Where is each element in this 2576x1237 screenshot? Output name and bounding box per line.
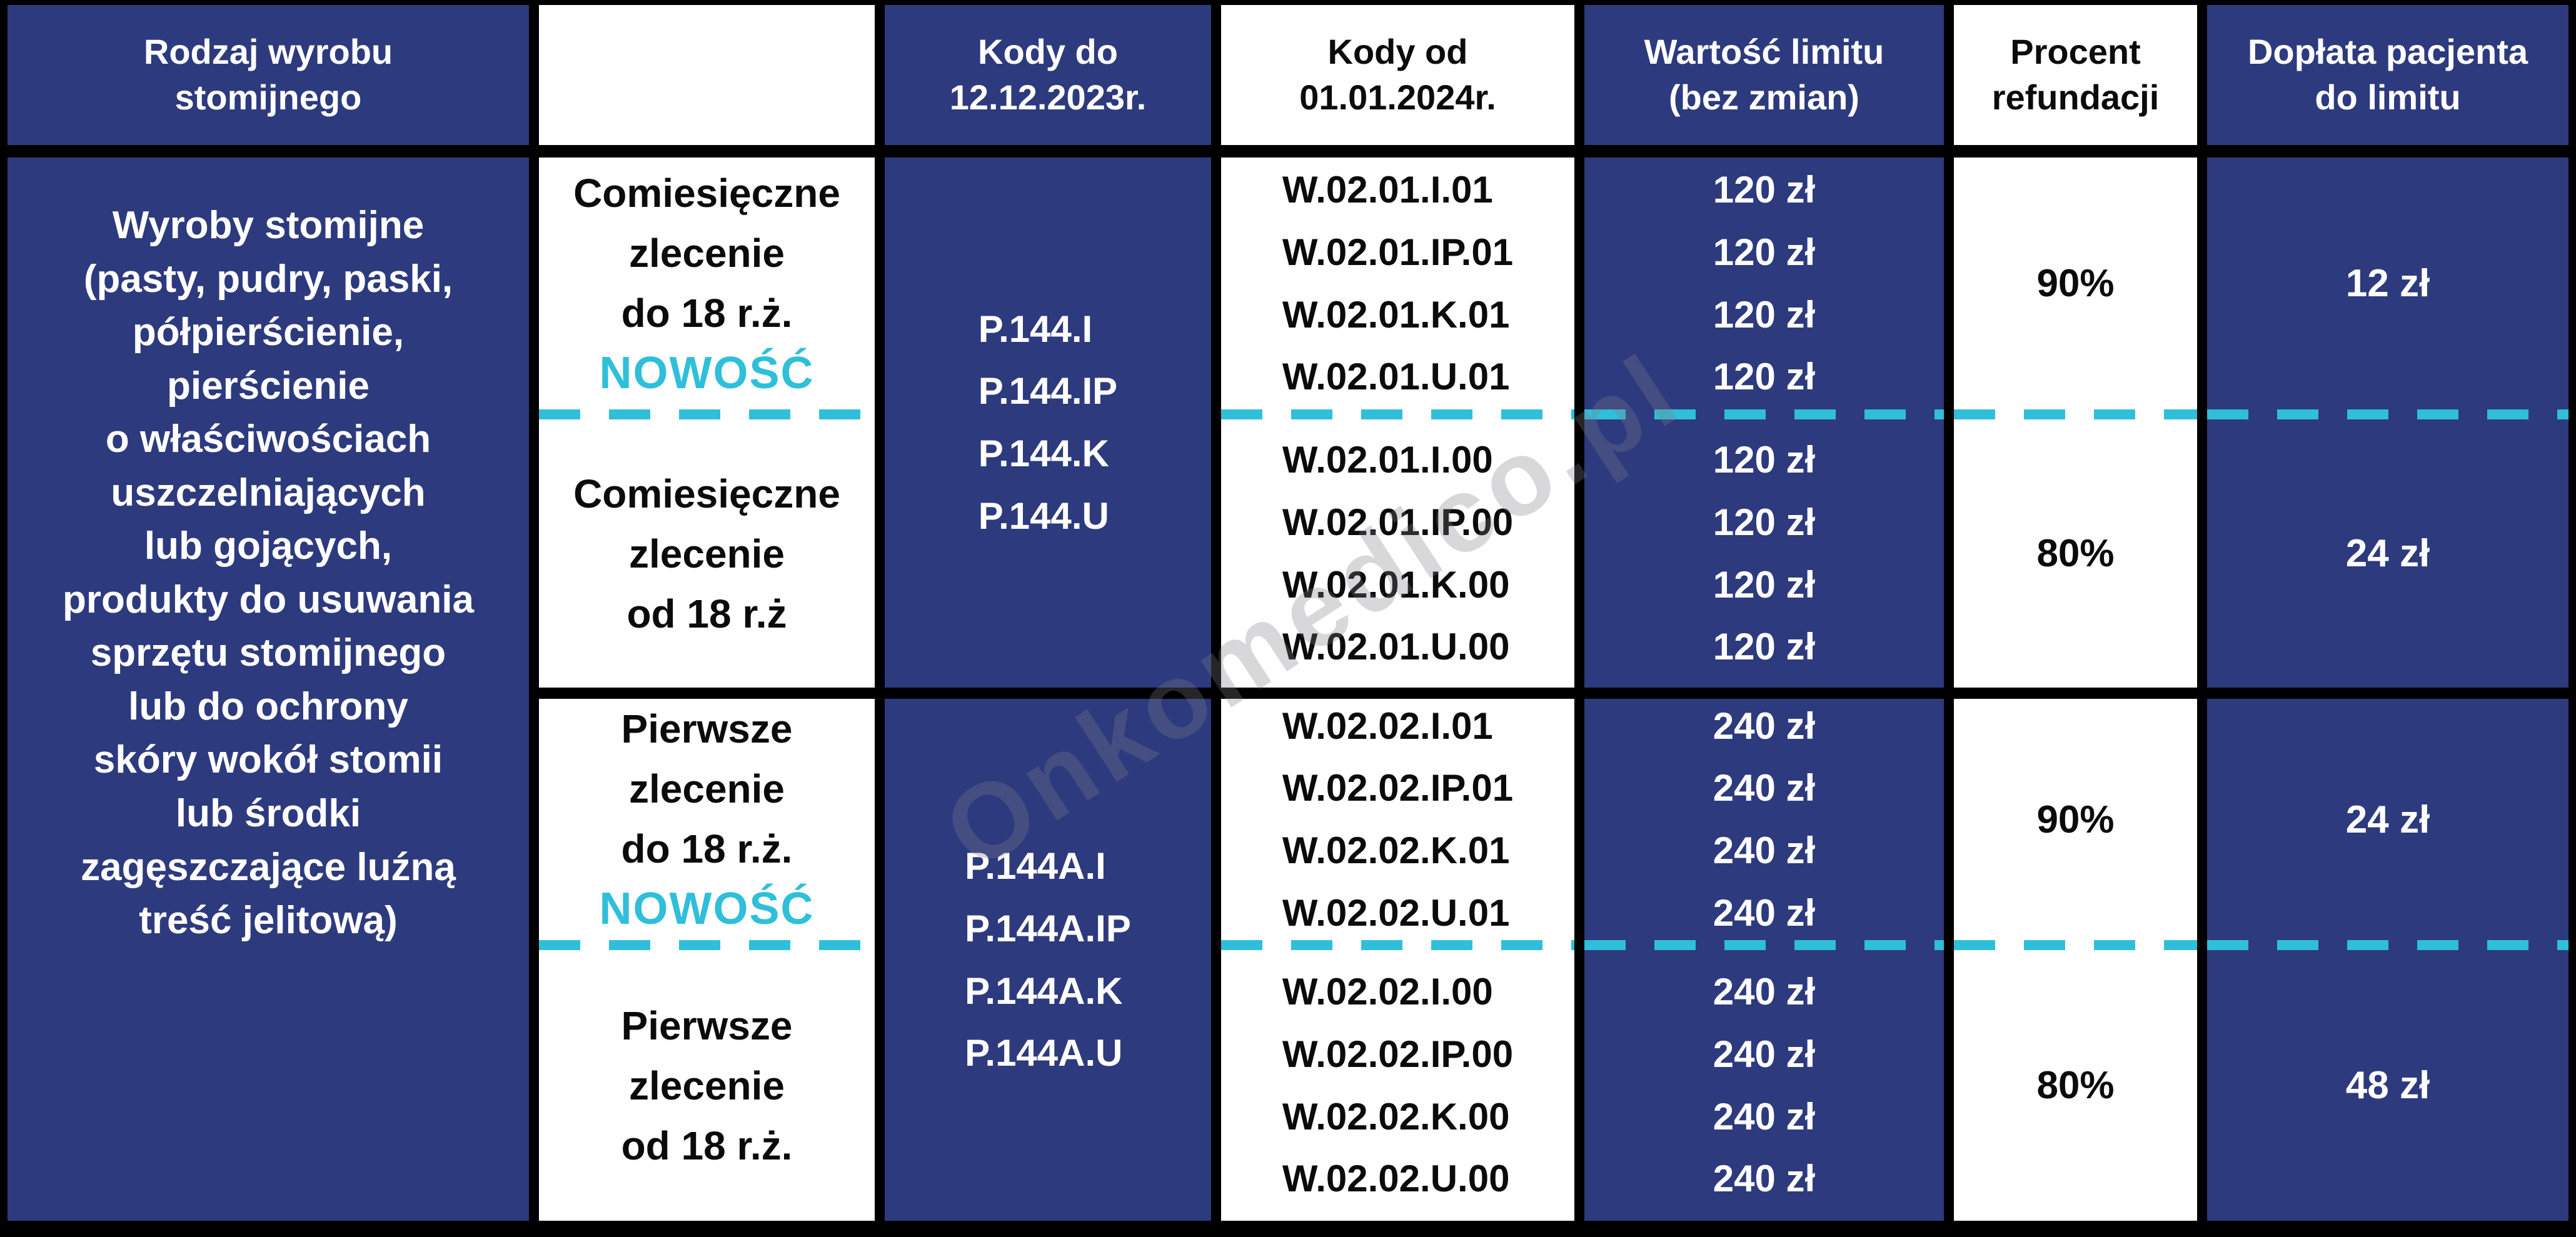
old-code-cell: P.144.I P.144.IP P.144.K P.144.U [885, 158, 1211, 688]
dashed-divider [539, 409, 875, 419]
order-type-column: Comiesięczne zlecenie do 18 r.ż. NOWOŚĆ … [539, 158, 875, 1221]
old-code-list: P.144A.I P.144A.IP P.144A.K P.144A.U [965, 845, 1131, 1074]
new-badge: NOWOŚĆ [599, 884, 815, 934]
old-code-list: P.144.I P.144.IP P.144.K P.144.U [978, 308, 1118, 537]
old-codes-column: P.144.I P.144.IP P.144.K P.144.U P.144A.… [885, 158, 1211, 1221]
group-separator [539, 688, 875, 699]
table-grid: Rodzaj wyrobu stomijnego Kody do 12.12.2… [8, 5, 2568, 1221]
header-order-type-empty [539, 5, 875, 145]
dashed-divider [1221, 409, 1574, 419]
new-codes-column: W.02.01.I.01 W.02.01.IP.01 W.02.01.K.01 … [1221, 158, 1574, 1221]
new-code-cell: W.02.01.I.00 W.02.01.IP.00 W.02.01.K.00 … [1221, 419, 1574, 688]
new-code-list: W.02.01.I.00 W.02.01.IP.00 W.02.01.K.00 … [1282, 439, 1514, 668]
refund-percent-cell: 90% [2036, 262, 2115, 305]
copay-cell: 12 zł [2345, 262, 2430, 305]
new-code-list: W.02.01.I.01 W.02.01.IP.01 W.02.01.K.01 … [1282, 169, 1514, 398]
new-code-cell: W.02.02.I.01 W.02.02.IP.01 W.02.02.K.01 … [1221, 699, 1574, 940]
dashed-divider [1954, 409, 2197, 419]
group-separator [1221, 688, 1574, 699]
limit-column: 120 zł 120 zł 120 zł 120 zł 120 zł 120 z… [1584, 158, 1944, 1221]
dashed-divider [2207, 409, 2568, 419]
header-limit-value: Wartość limitu (bez zmian) [1584, 5, 1944, 145]
refund-percent-column: 90% 80% 90% 80% [1954, 158, 2197, 1221]
new-code-cell: W.02.02.I.00 W.02.02.IP.00 W.02.02.K.00 … [1221, 950, 1574, 1221]
order-type-cell: Comiesięczne zlecenie od 18 r.ż [573, 471, 840, 636]
new-code-list: W.02.02.I.01 W.02.02.IP.01 W.02.02.K.01 … [1282, 704, 1514, 934]
dashed-divider [539, 940, 875, 950]
header-patient-copay: Dopłata pacjenta do limitu [2207, 5, 2568, 145]
limit-value-cell: 120 zł 120 zł 120 zł 120 zł [1713, 439, 1816, 668]
order-type-cell: Pierwsze zlecenie do 18 r.ż. NOWOŚĆ [539, 699, 875, 940]
copay-cell: 48 zł [2345, 1064, 2430, 1107]
copay-column: 12 zł 24 zł 24 zł 48 zł [2207, 158, 2568, 1221]
group-separator [2207, 688, 2568, 699]
product-description-cell: Wyroby stomijne (pasty, pudry, paski, pó… [8, 158, 529, 1221]
order-type-label: Comiesięczne zlecenie do 18 r.ż. [573, 170, 840, 336]
limit-value-cell: 240 zł 240 zł 240 zł 240 zł [1713, 971, 1816, 1200]
order-type-label: Pierwsze zlecenie do 18 r.ż. [621, 706, 793, 872]
group-separator [1954, 688, 2197, 699]
copay-cell: 24 zł [2345, 532, 2430, 575]
new-badge: NOWOŚĆ [599, 348, 815, 398]
refund-percent-cell: 90% [2036, 798, 2115, 841]
old-code-cell: P.144A.I P.144A.IP P.144A.K P.144A.U [885, 699, 1211, 1221]
dashed-divider [1954, 940, 2197, 950]
group-separator [885, 688, 1211, 699]
limit-value-cell: 120 zł 120 zł 120 zł 120 zł [1713, 169, 1816, 398]
dashed-divider [2207, 940, 2568, 950]
header-codes-old: Kody do 12.12.2023r. [885, 5, 1211, 145]
header-refund-percent: Procent refundacji [1954, 5, 2197, 145]
copay-cell: 24 zł [2345, 798, 2430, 841]
header-product-type: Rodzaj wyrobu stomijnego [8, 5, 529, 145]
group-separator [1584, 688, 1944, 699]
refund-percent-cell: 80% [2036, 1064, 2115, 1107]
new-code-list: W.02.02.I.00 W.02.02.IP.00 W.02.02.K.00 … [1282, 971, 1514, 1200]
limit-value-cell: 240 zł 240 zł 240 zł 240 zł [1713, 704, 1816, 934]
new-code-cell: W.02.01.I.01 W.02.01.IP.01 W.02.01.K.01 … [1221, 158, 1574, 409]
dashed-divider [1221, 940, 1574, 950]
order-type-cell: Comiesięczne zlecenie do 18 r.ż. NOWOŚĆ [539, 158, 875, 409]
order-type-cell: Pierwsze zlecenie od 18 r.ż. [621, 1003, 793, 1168]
dashed-divider [1584, 940, 1944, 950]
refund-percent-cell: 80% [2036, 532, 2115, 575]
header-codes-new: Kody od 01.01.2024r. [1221, 5, 1574, 145]
dashed-divider [1584, 409, 1944, 419]
